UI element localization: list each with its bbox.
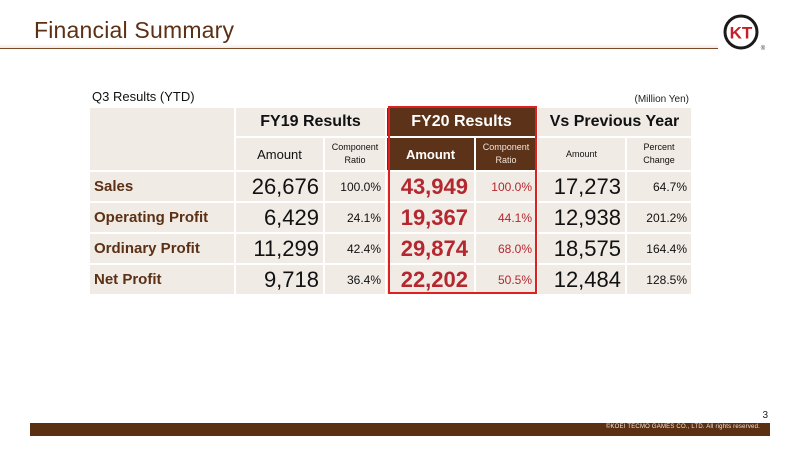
vs-amount: 12,484 [538, 265, 625, 294]
group-header-row: FY19 Results FY20 Results Vs Previous Ye… [90, 108, 691, 170]
fy19-ratio: 42.4% [325, 234, 385, 263]
vs-previous-year-header: Vs Previous Year [538, 108, 691, 136]
fy20-amount: 29,874 [387, 234, 474, 263]
fy20-header: FY20 Results [387, 108, 536, 136]
table-row: Net Profit 9,718 36.4% 22,202 50.5% 12,4… [90, 265, 691, 294]
vs-change: 128.5% [627, 265, 691, 294]
fy20-ratio: 50.5% [476, 265, 536, 294]
logo-registered-mark: ® [761, 45, 766, 52]
fy19-amount: 26,676 [236, 172, 323, 201]
title-underline-shade [0, 44, 718, 48]
fy20-ratio-header: Component Ratio [476, 138, 536, 170]
sub-header-row: Amount Component Ratio Amount Component Ra… [90, 138, 691, 170]
table-row: Operating Profit 6,429 24.1% 19,367 44.1… [90, 203, 691, 232]
vs-change: 201.2% [627, 203, 691, 232]
copyright-notice: ©KOEI TECMO GAMES CO., LTD. All rights r… [605, 424, 760, 430]
vs-change: 64.7% [627, 172, 691, 201]
row-label: Net Profit [90, 265, 234, 294]
vs-change: 164.4% [627, 234, 691, 263]
financial-summary-table: FY19 Results FY20 Results Vs Previous Ye… [88, 106, 693, 296]
row-label: Sales [90, 172, 234, 201]
fy19-ratio: 36.4% [325, 265, 385, 294]
fy19-amount-header: Amount [236, 138, 323, 170]
koei-tecmo-logo: KT ® [723, 14, 766, 52]
page-title: Financial Summary [34, 17, 235, 43]
vs-amount-header: Amount [538, 138, 625, 170]
table-row: Ordinary Profit 11,299 42.4% 29,874 68.0… [90, 234, 691, 263]
vs-change-header: Percent Change [627, 138, 691, 170]
vs-amount: 12,938 [538, 203, 625, 232]
fy20-ratio: 44.1% [476, 203, 536, 232]
fy20-amount: 19,367 [387, 203, 474, 232]
logo-text: KT [730, 24, 753, 43]
fy19-ratio: 100.0% [325, 172, 385, 201]
row-label: Ordinary Profit [90, 234, 234, 263]
unit-note: (Million Yen) [634, 94, 689, 105]
fy19-amount: 9,718 [236, 265, 323, 294]
fy20-ratio: 68.0% [476, 234, 536, 263]
fy20-amount: 43,949 [387, 172, 474, 201]
vs-amount: 17,273 [538, 172, 625, 201]
results-caption: Q3 Results (YTD) [92, 89, 195, 104]
fy19-ratio: 24.1% [325, 203, 385, 232]
vs-amount: 18,575 [538, 234, 625, 263]
title-underline [0, 48, 718, 49]
footer-bar: ©KOEI TECMO GAMES CO., LTD. All rights r… [30, 423, 770, 436]
fy19-ratio-header: Component Ratio [325, 138, 385, 170]
header-blank-cell [90, 108, 234, 170]
page-number: 3 [762, 410, 768, 421]
table-row: Sales 26,676 100.0% 43,949 100.0% 17,273… [90, 172, 691, 201]
row-label: Operating Profit [90, 203, 234, 232]
fy20-amount: 22,202 [387, 265, 474, 294]
fy19-amount: 11,299 [236, 234, 323, 263]
fy19-header: FY19 Results [236, 108, 385, 136]
fy19-amount: 6,429 [236, 203, 323, 232]
fy20-amount-header: Amount [387, 138, 474, 170]
fy20-ratio: 100.0% [476, 172, 536, 201]
